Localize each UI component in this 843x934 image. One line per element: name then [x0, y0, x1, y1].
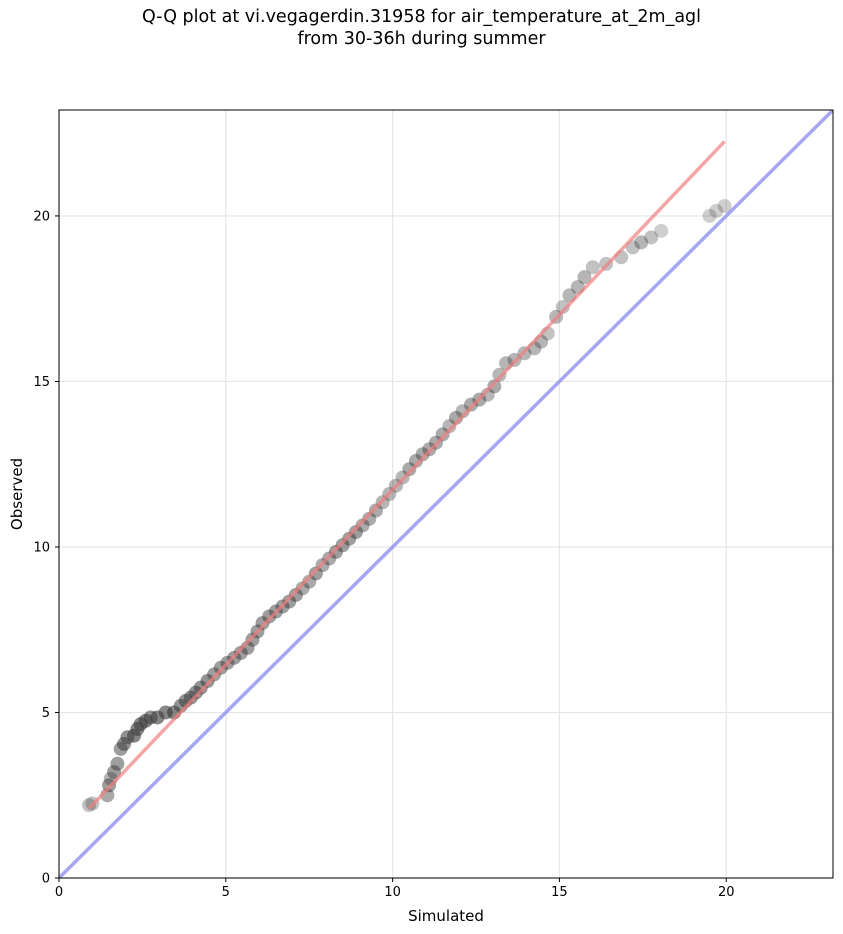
x-tick-label: 10 — [384, 885, 401, 900]
y-axis-label: Observed — [8, 458, 26, 530]
quantile-point — [702, 208, 717, 223]
quantile-point — [717, 199, 732, 213]
quantile-point — [107, 765, 122, 780]
plot-frame — [58, 109, 834, 879]
x-tick-label: 15 — [551, 885, 568, 900]
x-tick-label: 5 — [222, 885, 230, 900]
chart-title-line-2: from 30-36h during summer — [297, 29, 546, 49]
x-axis-label: Simulated — [408, 907, 484, 925]
fit-line — [87, 140, 726, 810]
y-tick-label: 20 — [33, 209, 50, 224]
quantile-point — [295, 581, 310, 596]
quantile-point — [634, 235, 649, 250]
quantile-point — [355, 518, 370, 533]
y-tick-label: 0 — [42, 872, 50, 887]
y-tick-label: 5 — [42, 706, 50, 721]
quantile-point — [555, 299, 570, 314]
y-tick-label: 10 — [33, 540, 50, 555]
quantile-point — [654, 223, 669, 238]
quantile-point — [585, 260, 600, 275]
quantile-point — [492, 367, 507, 382]
x-tick-label: 20 — [718, 885, 735, 900]
quantile-point — [255, 616, 270, 631]
quantile-point — [342, 531, 357, 546]
quantile-point — [288, 587, 303, 602]
quantile-point — [435, 427, 450, 442]
quantile-point — [487, 379, 502, 394]
quantile-point — [348, 525, 363, 540]
axis-ticks: 0 5 10 15 20 0 5 10 15 20 — [33, 209, 734, 900]
quantile-point — [308, 566, 323, 581]
chart-title-line-1: Q-Q plot at vi.vegagerdin.31958 for air_… — [141, 7, 702, 27]
quantile-point — [709, 203, 724, 218]
quantile-point — [110, 756, 125, 771]
quantile-point — [442, 419, 457, 434]
quantile-point — [644, 230, 659, 245]
quantile-point — [402, 462, 417, 477]
quantile-point — [207, 667, 222, 682]
quantile-point — [82, 798, 97, 813]
quantile-point — [480, 387, 495, 402]
quantile-point — [577, 270, 592, 285]
identity-line — [59, 110, 833, 878]
quantile-point — [368, 503, 383, 518]
chart-title: Q-Q plot at vi.vegagerdin.31958 for air_… — [0, 6, 843, 50]
quantile-point — [415, 447, 430, 462]
quantile-points — [82, 199, 732, 813]
quantile-point — [233, 645, 248, 660]
quantile-point — [262, 609, 277, 624]
grid-lines — [58, 110, 833, 879]
fit-line-layer — [87, 140, 726, 810]
quantile-point — [408, 453, 423, 468]
quantile-point — [282, 594, 297, 609]
quantile-point — [245, 632, 260, 647]
identity-line-layer — [59, 110, 833, 878]
quantile-point — [302, 574, 317, 589]
quantile-point — [362, 511, 377, 526]
x-tick-label: 0 — [55, 885, 63, 900]
quantile-point — [335, 538, 350, 553]
quantile-point — [200, 674, 215, 689]
quantile-point — [464, 397, 479, 412]
y-tick-label: 15 — [33, 375, 50, 390]
